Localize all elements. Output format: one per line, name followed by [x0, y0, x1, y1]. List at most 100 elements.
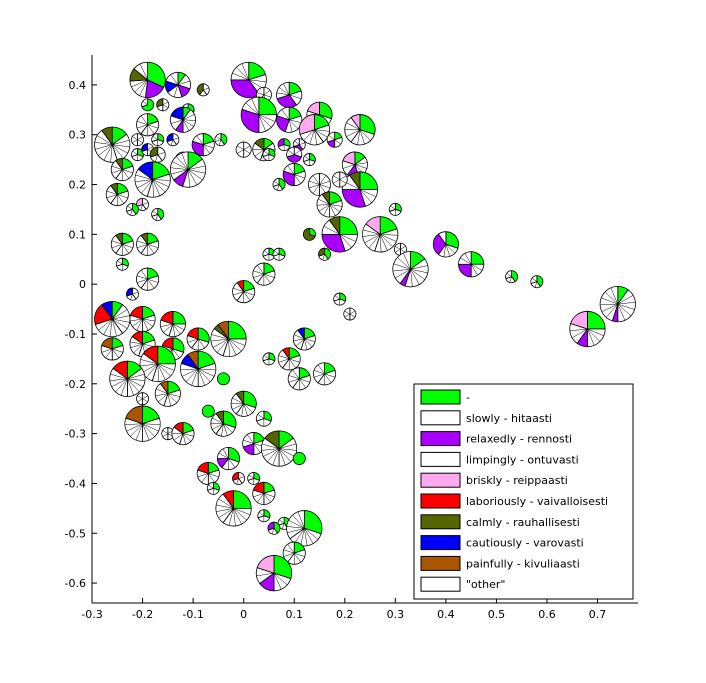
pie-divider	[112, 309, 128, 320]
pie-divider	[243, 291, 255, 296]
pie-divider	[208, 473, 219, 478]
y-tick-label: -0.1	[65, 328, 86, 341]
pie-divider	[106, 194, 118, 199]
pie-divider	[295, 338, 305, 347]
pie-slice	[297, 327, 305, 341]
pie-divider	[587, 328, 604, 337]
pie-divider	[196, 135, 204, 145]
pie-divider	[182, 119, 194, 127]
pie-divider	[228, 338, 246, 346]
pie-marker	[110, 232, 134, 256]
pie-divider	[181, 152, 189, 170]
legend-label: -	[466, 391, 470, 404]
pie-divider	[286, 526, 305, 529]
pie-divider	[232, 397, 244, 404]
pie-divider	[329, 204, 336, 216]
pie-slice	[201, 404, 215, 418]
pie-divider	[617, 295, 634, 305]
pie-marker	[255, 555, 293, 592]
pie-marker	[341, 171, 379, 208]
pie-divider	[106, 190, 118, 195]
pie-divider	[288, 375, 300, 380]
x-tick-label: 0.2	[336, 608, 354, 621]
pie-divider	[460, 257, 472, 265]
pie-divider	[152, 135, 158, 140]
pie-divider	[531, 277, 538, 282]
pie-divider	[111, 240, 123, 245]
pie-divider	[130, 423, 143, 437]
pie-divider	[187, 169, 191, 188]
pie-marker	[505, 270, 519, 284]
pie-marker	[94, 126, 131, 163]
pie-divider	[135, 423, 143, 441]
pie-divider	[105, 348, 113, 359]
pie-divider	[101, 348, 113, 353]
pie-divider	[115, 378, 128, 393]
pie-marker	[206, 481, 220, 495]
pie-divider	[112, 144, 128, 154]
pie-divider	[253, 493, 264, 498]
pie-divider	[198, 368, 216, 371]
pie-divider	[117, 194, 125, 204]
pie-marker	[261, 430, 298, 467]
legend-label: cautiously - varovasti	[466, 537, 584, 550]
pie-marker	[131, 148, 144, 162]
pie-slice	[125, 405, 143, 425]
pie-slice	[470, 251, 485, 265]
pie-divider	[379, 234, 393, 248]
pie-divider	[278, 358, 290, 363]
pie-divider	[170, 74, 179, 86]
pie-divider	[157, 363, 171, 377]
pie-slice	[131, 133, 138, 147]
legend-swatch	[420, 410, 461, 426]
pie-divider	[142, 423, 161, 426]
pie-marker	[125, 287, 139, 301]
pie-divider	[359, 189, 377, 197]
pie-divider	[127, 373, 145, 380]
pie-marker	[333, 292, 347, 306]
pie-divider	[223, 423, 233, 433]
pie-divider	[140, 270, 148, 280]
pie-divider	[96, 135, 113, 145]
pie-divider	[210, 338, 229, 342]
pie-divider	[185, 368, 199, 382]
pie-divider	[258, 114, 266, 132]
pie-divider	[212, 338, 229, 348]
pie-divider	[132, 150, 138, 155]
pie-divider	[167, 393, 177, 403]
pie-divider	[299, 378, 307, 388]
pie-divider	[329, 204, 343, 207]
pie-divider	[221, 423, 224, 437]
pie-slice	[350, 114, 361, 131]
pie-marker	[149, 146, 166, 163]
pie-divider	[156, 388, 168, 394]
pie-divider	[294, 174, 301, 184]
pie-divider	[287, 165, 295, 175]
pie-divider	[182, 433, 186, 445]
pie-divider	[359, 129, 371, 141]
pie-divider	[142, 395, 148, 399]
pie-marker	[277, 347, 301, 371]
pie-slice	[243, 141, 252, 158]
pie-divider	[109, 378, 128, 381]
pie-marker	[129, 61, 166, 98]
pie-divider	[257, 265, 265, 275]
pie-slice	[458, 263, 472, 278]
pie-divider	[263, 250, 270, 255]
pie-divider	[208, 484, 214, 489]
pie-divider	[339, 234, 352, 248]
pie-marker	[316, 191, 343, 218]
pie-divider	[112, 318, 128, 329]
pie-divider	[142, 318, 149, 331]
pie-divider	[287, 149, 295, 155]
pie-marker	[136, 113, 160, 137]
legend: - slowly - hitaasti relaxedly - rennosti li…	[413, 383, 634, 600]
pie-divider	[610, 287, 619, 305]
pie-divider	[162, 433, 168, 437]
pie-marker	[240, 96, 277, 133]
pie-marker	[136, 232, 160, 256]
pie-divider	[176, 156, 189, 170]
pie-marker	[136, 267, 160, 291]
pie-marker	[110, 158, 134, 182]
pie-slice	[216, 372, 230, 386]
